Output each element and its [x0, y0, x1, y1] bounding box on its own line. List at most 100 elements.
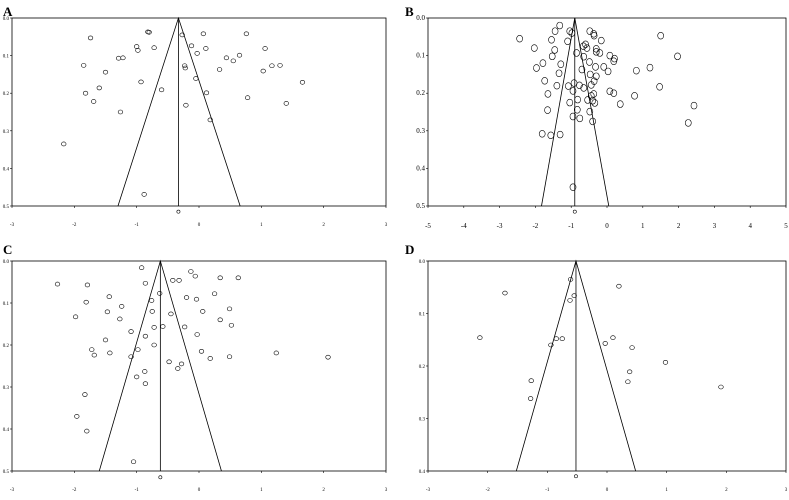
x-tick-label-c: 0 — [198, 488, 201, 493]
study-point-b — [587, 92, 595, 100]
study-point-b — [592, 45, 600, 53]
y-tick-label-c: 0.5 — [3, 470, 10, 475]
x-tick-label-d: 3 — [785, 488, 788, 493]
panel-label-b: B — [405, 4, 414, 19]
study-point-b — [656, 83, 663, 91]
study-point-c — [160, 324, 166, 329]
x-tick-label-b: 3 — [713, 222, 717, 230]
y-tick-label-a: 0.4 — [3, 167, 10, 172]
study-point-c — [192, 273, 198, 279]
study-point-a — [193, 76, 199, 81]
study-point-c — [217, 275, 223, 281]
study-point-b — [583, 44, 591, 52]
study-point-c — [83, 299, 89, 305]
study-point-d — [602, 341, 608, 346]
study-point-b — [584, 96, 591, 104]
study-point-c — [168, 311, 174, 317]
study-point-a — [236, 52, 243, 58]
study-point-c — [151, 342, 157, 348]
study-point-a — [269, 63, 275, 69]
pooled-estimate-marker-b — [572, 209, 577, 214]
study-point-b — [578, 65, 586, 74]
panel-c: C -3 -2 -1 0 1 2 3 0.0 0.1 0.2 0.3 0.4 0.5 — [3, 242, 388, 493]
study-point-b — [657, 31, 665, 40]
study-point-b — [573, 106, 581, 114]
study-point-c — [91, 352, 97, 358]
y-tick-label-b: 0.3 — [416, 127, 425, 135]
study-point-b — [586, 58, 593, 66]
study-point-c — [217, 317, 223, 323]
study-point-b — [569, 183, 577, 191]
y-tick-label-d: 0.0 — [419, 260, 426, 265]
study-point-a — [96, 85, 102, 91]
study-point-b — [548, 52, 556, 61]
study-point-b — [541, 77, 549, 85]
y-tick-label-c: 0.0 — [3, 260, 10, 265]
study-point-c — [134, 374, 140, 380]
study-point-c — [226, 354, 233, 360]
study-point-c — [193, 296, 200, 302]
study-point-a — [203, 90, 210, 96]
x-tick-label-b: 1 — [641, 222, 645, 230]
study-point-b — [531, 44, 538, 52]
study-point-a — [115, 55, 122, 61]
x-tick-label-d: -2 — [486, 488, 491, 493]
study-point-c — [200, 309, 206, 314]
study-point-c — [89, 347, 95, 352]
y-tick-label-a: 0.1 — [3, 55, 10, 60]
y-tick-label-b: 0.5 — [416, 202, 425, 210]
study-point-b — [580, 53, 588, 61]
y-tick-label-b: 0.4 — [416, 164, 425, 172]
study-point-a — [82, 90, 89, 96]
study-point-d — [553, 336, 559, 342]
study-point-b — [592, 72, 600, 80]
study-point-b — [580, 84, 588, 92]
y-tick-label-d: 0.4 — [419, 470, 426, 475]
study-point-b — [551, 46, 559, 54]
x-tick-label-b: 0 — [605, 222, 609, 230]
study-point-c — [151, 325, 157, 330]
study-point-c — [142, 280, 148, 286]
study-point-a — [138, 79, 144, 85]
study-point-b — [566, 98, 574, 107]
panel-b: B -5 -4 -3 -2 -1 0 1 2 3 4 5 0.0 0.1 0.2 0.3 0.4 0.5 — [405, 4, 788, 230]
study-point-d — [559, 336, 565, 342]
study-point-a — [151, 45, 157, 51]
x-tick-label-c: -2 — [72, 488, 77, 493]
study-point-b — [544, 106, 551, 114]
study-point-a — [141, 192, 147, 197]
study-point-c — [207, 356, 213, 361]
study-point-a — [146, 29, 152, 35]
study-point-c — [135, 347, 141, 352]
study-point-b — [590, 31, 598, 40]
study-point-b — [596, 49, 604, 57]
study-point-b — [544, 90, 552, 98]
study-point-c — [117, 316, 123, 322]
study-point-a — [102, 69, 109, 75]
panel-label-c: C — [3, 242, 12, 257]
study-point-b — [547, 131, 555, 140]
study-point-c — [72, 314, 79, 320]
study-point-c — [188, 269, 194, 274]
study-point-a — [183, 102, 189, 108]
study-point-a — [134, 44, 140, 49]
study-point-c — [128, 354, 134, 360]
study-point-b — [568, 29, 576, 37]
y-tick-label-d: 0.3 — [419, 418, 426, 423]
x-tick-label-c: 2 — [322, 488, 325, 493]
panel-a: A -3 -2 -1 0 1 2 3 0.0 0.1 0.2 0.3 0.4 0.5 — [3, 4, 388, 228]
study-point-b — [565, 82, 572, 90]
x-tick-label-b: -3 — [497, 222, 503, 230]
study-point-d — [616, 283, 622, 289]
study-point-d — [610, 335, 616, 340]
y-tick-label-c: 0.2 — [3, 344, 10, 349]
funnel-lines-a — [117, 16, 241, 207]
study-point-b — [610, 57, 618, 65]
x-tick-label-a: 0 — [198, 223, 201, 228]
study-point-c — [228, 322, 235, 328]
pooled-estimate-marker-d — [574, 474, 578, 479]
study-point-d — [477, 335, 483, 340]
study-point-c — [84, 428, 90, 434]
panel-label-a: A — [3, 4, 13, 19]
study-point-d — [571, 293, 577, 298]
